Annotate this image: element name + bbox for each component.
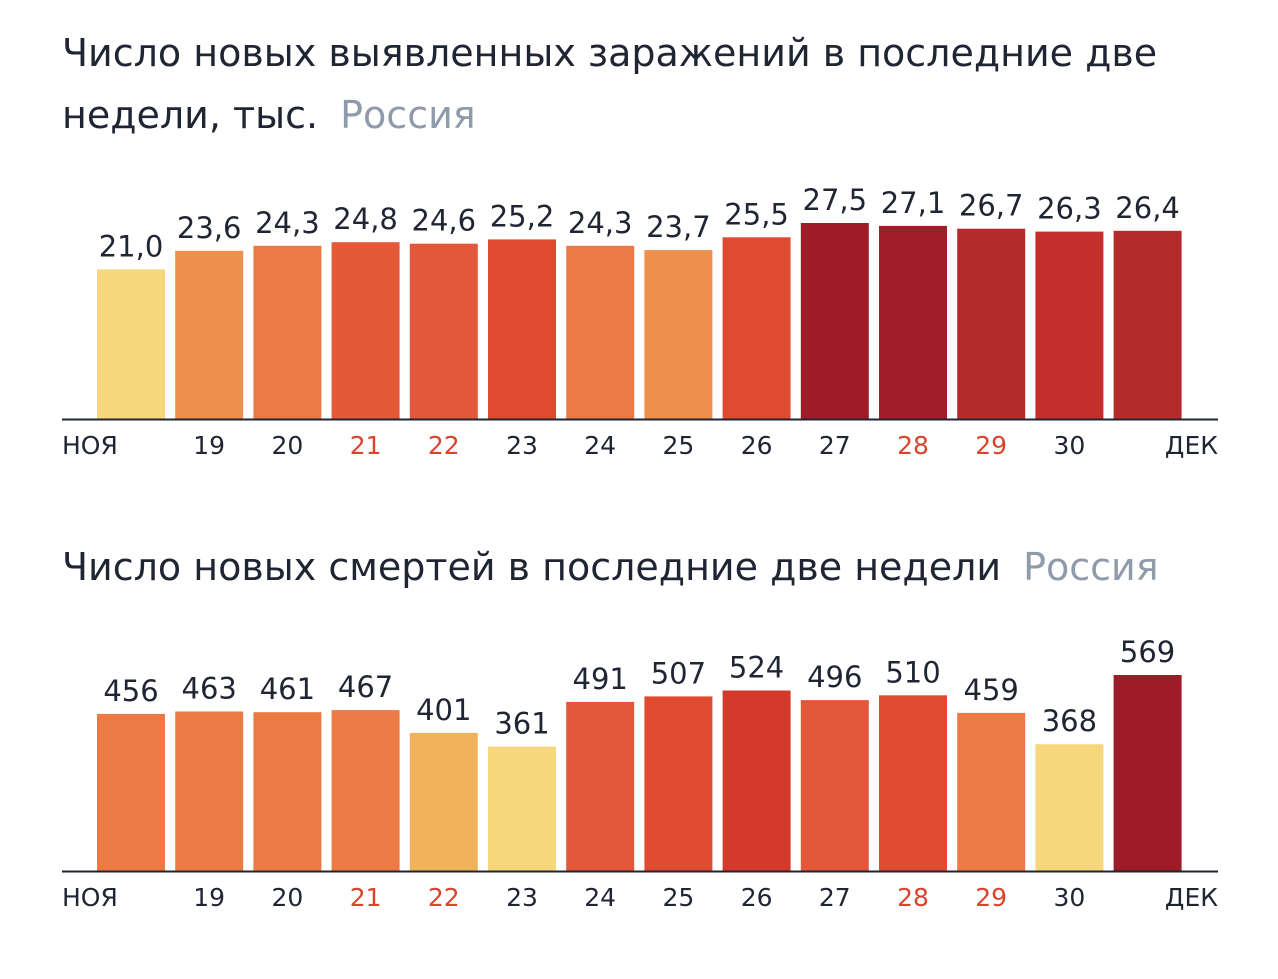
deaths-value-label: 463: [182, 672, 237, 706]
infections-x-tick-label: ДЕК: [1165, 431, 1218, 460]
infections-value-label: 23,6: [177, 211, 242, 245]
deaths-value-label: 569: [1120, 635, 1175, 669]
infections-value-label: 25,5: [724, 197, 789, 231]
deaths-value-label: 368: [1042, 704, 1097, 738]
deaths-value-label: 461: [260, 672, 315, 706]
infections-bar: [488, 239, 556, 419]
infections-bar: [722, 237, 791, 419]
infections-x-tick-label: НОЯ: [62, 431, 118, 460]
deaths-x-tick-label: 20: [271, 883, 303, 912]
infections-chart-title: Число новых выявленных заражений в после…: [62, 22, 1222, 146]
deaths-value-label: 467: [338, 670, 393, 704]
deaths-bar: [488, 746, 556, 871]
infections-value-label: 24,3: [255, 206, 320, 240]
infections-bar: [1113, 230, 1182, 419]
deaths-bar: [97, 713, 165, 871]
infections-x-tick-label: 27: [819, 431, 851, 460]
infections-value-label: 24,8: [333, 202, 398, 236]
deaths-x-tick-label: 21: [350, 883, 382, 912]
infections-bar: [1035, 231, 1104, 419]
deaths-value-label: 507: [651, 656, 706, 690]
infections-x-tick-label: 30: [1053, 431, 1085, 460]
deaths-bar: [800, 700, 869, 871]
infections-x-tick-label: 29: [975, 431, 1007, 460]
infections-x-tick-label: 26: [741, 431, 773, 460]
infections-bar: [566, 245, 635, 419]
deaths-chart: Число новых смертей в последние две неде…: [0, 520, 1278, 979]
infections-region: Россия: [340, 93, 476, 137]
infections-value-label: 26,3: [1037, 192, 1102, 226]
deaths-bar: [175, 711, 244, 871]
infections-bar-plot: 21,0 23,6 24,3 24,8 24,6 25,2 24,3 23,7 25,5 27,5…: [62, 183, 1218, 460]
deaths-x-tick-label: НОЯ: [62, 883, 118, 912]
infections-bar: [879, 225, 947, 419]
deaths-bar: [1113, 675, 1182, 871]
deaths-bar: [722, 690, 791, 871]
infections-value-label: 23,7: [646, 210, 711, 244]
infections-x-tick-label: 28: [897, 431, 929, 460]
deaths-title-text: Число новых смертей в последние две неде…: [62, 545, 1002, 589]
deaths-region: Россия: [1023, 545, 1159, 589]
deaths-x-tick-label: ДЕК: [1165, 883, 1218, 912]
deaths-bar: [1035, 744, 1104, 871]
deaths-x-tick-label: 28: [897, 883, 929, 912]
deaths-value-label: 361: [494, 707, 549, 741]
infections-value-label: 27,1: [881, 186, 946, 220]
infections-bar: [409, 243, 478, 419]
deaths-value-label: 491: [573, 662, 628, 696]
infections-value-label: 25,2: [490, 199, 555, 233]
deaths-value-label: 496: [807, 660, 862, 694]
deaths-bar: [566, 701, 635, 871]
infections-value-label: 26,7: [959, 189, 1024, 223]
deaths-bar: [644, 696, 713, 871]
infections-bar: [331, 242, 400, 419]
deaths-bar: [879, 695, 947, 871]
infections-value-label: 26,4: [1115, 191, 1180, 225]
deaths-bar: [957, 712, 1026, 871]
deaths-bar: [409, 732, 478, 871]
deaths-x-tick-label: 30: [1053, 883, 1085, 912]
infections-value-label: 24,6: [412, 204, 477, 238]
deaths-x-tick-label: 19: [193, 883, 225, 912]
deaths-value-label: 459: [964, 673, 1019, 707]
infections-value-label: 21,0: [99, 229, 164, 263]
deaths-x-tick-label: 23: [506, 883, 538, 912]
deaths-x-tick-label: 29: [975, 883, 1007, 912]
infections-x-tick-label: 21: [350, 431, 382, 460]
deaths-value-label: 510: [885, 655, 940, 689]
deaths-x-tick-label: 22: [428, 883, 460, 912]
infections-value-label: 27,5: [803, 183, 868, 217]
deaths-bar-plot: 456 463 461 467 401 361 491 507 524 496 510 459 368 5…: [62, 635, 1218, 912]
infections-x-tick-label: 25: [662, 431, 694, 460]
infections-x-tick-label: 19: [193, 431, 225, 460]
deaths-x-tick-label: 26: [741, 883, 773, 912]
infections-bar: [175, 250, 244, 419]
deaths-value-label: 456: [103, 674, 158, 708]
infections-bar: [253, 245, 322, 419]
infections-title-text: Число новых выявленных заражений в после…: [62, 31, 1158, 137]
infections-x-tick-label: 20: [271, 431, 303, 460]
deaths-bar: [253, 712, 322, 871]
infections-bar: [957, 228, 1026, 419]
infections-chart: Число новых выявленных заражений в после…: [0, 0, 1278, 480]
infections-value-label: 24,3: [568, 206, 633, 240]
deaths-value-label: 401: [416, 693, 471, 727]
infections-bar: [800, 223, 869, 419]
deaths-x-tick-label: 27: [819, 883, 851, 912]
infections-x-tick-label: 23: [506, 431, 538, 460]
deaths-bar: [331, 710, 400, 871]
infections-bar: [97, 269, 165, 419]
deaths-value-label: 524: [729, 651, 784, 685]
infections-bar: [644, 250, 713, 419]
infections-x-tick-label: 24: [584, 431, 616, 460]
infections-x-tick-label: 22: [428, 431, 460, 460]
deaths-x-tick-label: 24: [584, 883, 616, 912]
deaths-chart-title: Число новых смертей в последние две неде…: [62, 536, 1222, 598]
deaths-x-tick-label: 25: [662, 883, 694, 912]
